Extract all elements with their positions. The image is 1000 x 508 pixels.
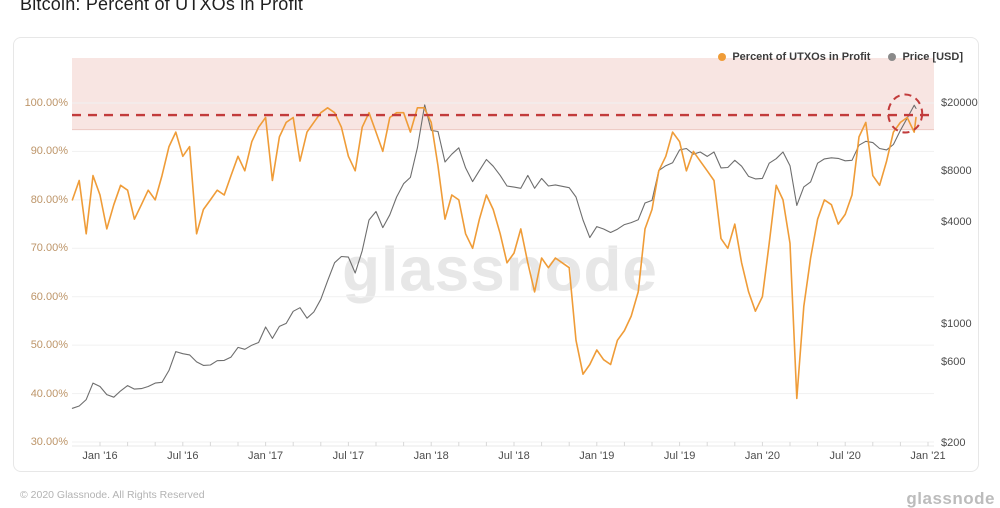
y-axis-right-tick: $8000 xyxy=(941,164,972,177)
x-axis-tick-label: Jul '19 xyxy=(663,450,696,462)
y-axis-left-tick: 30.00% xyxy=(30,436,68,448)
x-axis-tick-label: Jan '20 xyxy=(744,450,780,462)
x-axis-tick-label: Jul '16 xyxy=(167,450,199,462)
highlight-band xyxy=(72,58,934,130)
y-axis-left-tick: 60.00% xyxy=(30,290,68,303)
footer-copyright: © 2020 Glassnode. All Rights Reserved xyxy=(20,489,205,501)
chart-legend: Percent of UTXOs in Profit Price [USD] xyxy=(718,51,963,63)
x-axis-tick-label: Jan '16 xyxy=(82,450,118,462)
y-axis-left-tick: 40.00% xyxy=(30,387,68,400)
x-axis-tick-label: Jan '17 xyxy=(248,450,284,462)
legend-item-price[interactable]: Price [USD] xyxy=(888,51,963,63)
y-axis-left-tick: 100.00% xyxy=(24,97,68,109)
y-axis-left-tick: 90.00% xyxy=(30,145,68,158)
y-axis-right-tick: $20000 xyxy=(941,97,978,109)
utxo-profit-line xyxy=(71,107,917,400)
y-axis-left-tick: 50.00% xyxy=(30,339,68,352)
legend-marker-icon xyxy=(888,53,897,61)
current-value-circle-annotation xyxy=(887,93,924,134)
price-line xyxy=(71,104,917,409)
legend-label: Price [USD] xyxy=(902,51,963,63)
y-axis-right-tick: $200 xyxy=(941,437,966,449)
x-axis-tick-label: Jan '19 xyxy=(579,450,615,462)
x-axis-tick-label: Jul '17 xyxy=(332,450,365,462)
y-axis-right-tick: $4000 xyxy=(941,215,972,228)
y-axis-right-tick: $1000 xyxy=(941,318,972,331)
x-axis-tick-label: Jul '20 xyxy=(829,450,861,462)
y-axis-right-tick: $600 xyxy=(941,355,966,368)
legend-marker-icon xyxy=(718,53,727,61)
glassnode-watermark: glassnode xyxy=(342,235,658,305)
page-title: Bitcoin: Percent of UTXOs in Profit xyxy=(20,0,304,14)
x-axis-tick-label: Jan '21 xyxy=(910,450,946,462)
y-axis-left-tick: 70.00% xyxy=(30,242,68,255)
x-axis-tick-label: Jul '18 xyxy=(498,450,530,462)
y-axis-left-tick: 80.00% xyxy=(30,193,68,206)
x-axis-tick-label: Jan '18 xyxy=(413,450,449,462)
legend-label: Percent of UTXOs in Profit xyxy=(732,51,871,63)
legend-item-utxo-profit[interactable]: Percent of UTXOs in Profit xyxy=(718,51,870,63)
